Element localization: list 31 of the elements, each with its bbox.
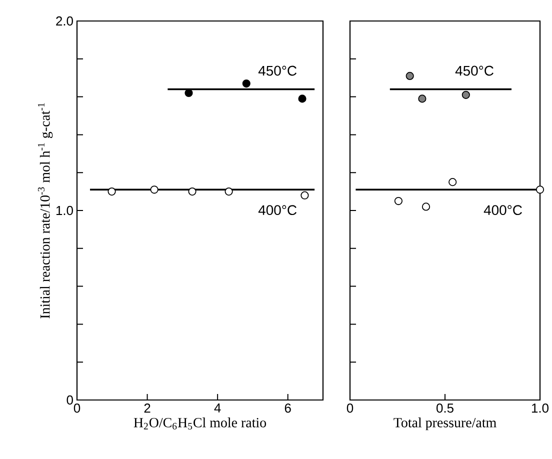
y-tick-label: 0	[66, 395, 73, 405]
x-tick-label: 6	[284, 404, 291, 413]
annotation: 450°C	[258, 66, 297, 76]
x-tick-label: 4	[214, 404, 221, 412]
x-tick-label: 1.0	[532, 404, 549, 413]
point	[462, 90, 470, 99]
x-axis-title: H$_{2}$O/C$_{6}$H$_{5}$Cl mole ratio	[134, 418, 266, 430]
point	[536, 186, 544, 194]
x-tick-label: 0	[346, 404, 354, 413]
point	[448, 178, 457, 186]
point	[406, 72, 414, 80]
x-tick-label: 0	[74, 404, 80, 413]
point	[298, 94, 306, 103]
point	[242, 79, 250, 88]
y-tick-label: 2.0	[56, 16, 73, 26]
point	[188, 188, 196, 196]
x-axis-title: Total pressure/atm	[394, 418, 496, 430]
point	[150, 186, 158, 194]
annotation: 400°C	[484, 205, 522, 216]
point	[108, 188, 116, 196]
y-tick-label: 1.0	[56, 206, 73, 216]
x-tick-label: 0.5	[436, 404, 454, 413]
x-tick-label: 2	[144, 404, 150, 413]
point	[300, 191, 309, 200]
point	[422, 202, 430, 211]
point	[394, 196, 403, 206]
annotation: 400°C	[258, 205, 297, 216]
annotation: 450°C	[455, 66, 494, 76]
y-axis-title: Initial reaction rate/10$^{-3}$ mol h$^{-1}$ g-cat$^{-1}$	[38, 103, 53, 318]
point	[224, 188, 233, 196]
point	[418, 94, 426, 103]
